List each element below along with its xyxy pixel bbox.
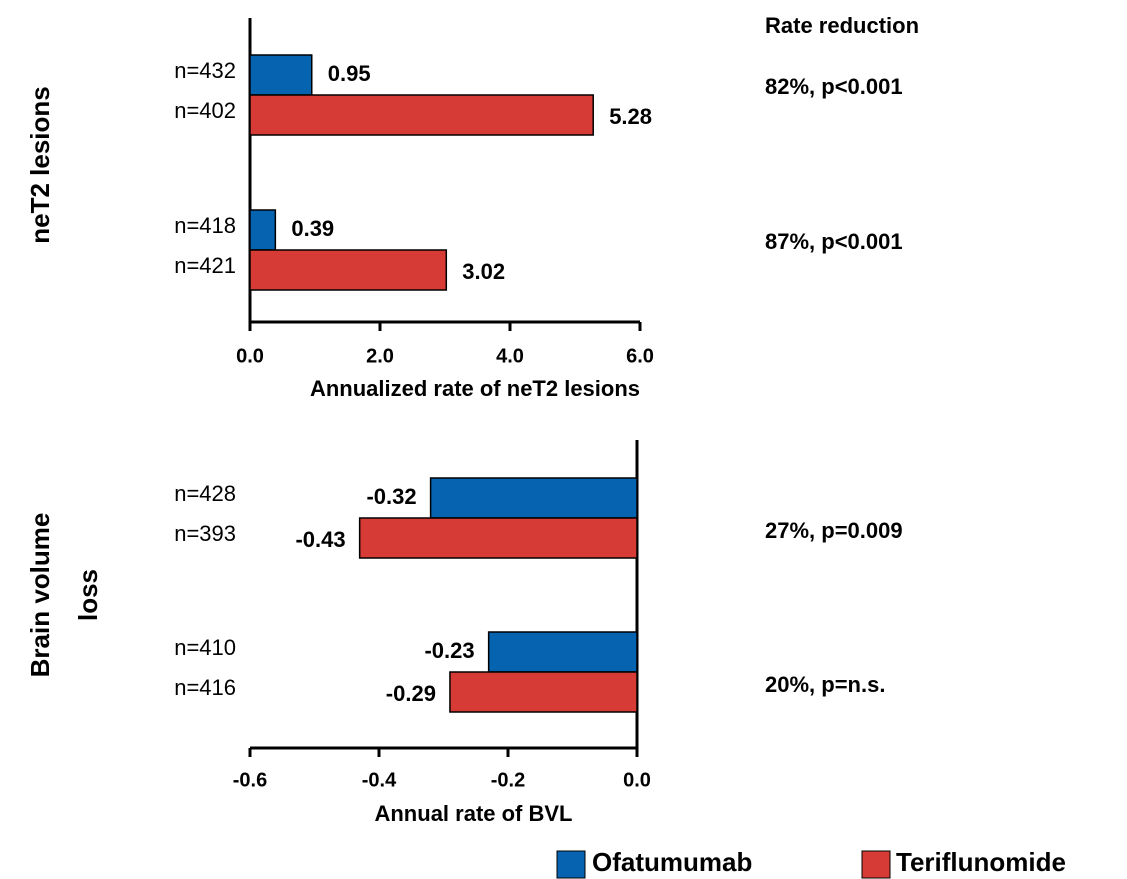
legend-label: Ofatumumab	[592, 847, 752, 877]
x-tick-label: 6.0	[626, 345, 654, 367]
bar	[449, 671, 638, 713]
bar	[249, 209, 277, 251]
n-label: n=410	[174, 635, 236, 660]
value-label: 0.95	[328, 61, 371, 86]
annotation: 20%, p=n.s.	[765, 672, 885, 697]
y-axis-label: Brain volume loss	[25, 512, 103, 678]
x-tick-label: -0.6	[233, 769, 267, 791]
x-tick-label: 4.0	[496, 345, 524, 367]
n-label: n=418	[174, 213, 236, 238]
x-axis-label: Annual rate of BVL	[374, 801, 572, 826]
value-label: -0.43	[295, 527, 345, 552]
x-tick-label: -0.4	[362, 769, 397, 791]
bar	[487, 631, 638, 673]
legend-swatch	[861, 850, 891, 879]
value-label: -0.23	[424, 638, 474, 663]
value-label: -0.32	[366, 484, 416, 509]
bar	[429, 477, 638, 519]
y-axis-label: neT2 lesions	[25, 86, 55, 244]
value-label: 5.28	[609, 104, 652, 129]
value-label: 3.02	[462, 259, 505, 284]
x-axis-label: Annualized rate of neT2 lesions	[310, 376, 640, 401]
n-label: n=402	[174, 98, 236, 123]
legend-swatch	[556, 850, 586, 879]
annotation: 27%, p=0.009	[765, 518, 903, 543]
n-label: n=432	[174, 58, 236, 83]
bar	[249, 54, 313, 96]
bar	[358, 517, 638, 559]
n-label: n=428	[174, 481, 236, 506]
x-tick-label: 0.0	[623, 769, 651, 791]
annotation: 87%, p<0.001	[765, 229, 903, 254]
n-label: n=393	[174, 521, 236, 546]
x-tick-label: 0.0	[236, 345, 264, 367]
x-tick-label: -0.2	[491, 769, 525, 791]
annotation: 82%, p<0.001	[765, 74, 903, 99]
n-label: n=416	[174, 675, 236, 700]
legend-label: Teriflunomide	[896, 847, 1066, 877]
header: Rate reduction	[765, 13, 919, 38]
n-label: n=421	[174, 253, 236, 278]
bar	[249, 94, 594, 136]
value-label: -0.29	[386, 681, 436, 706]
bar	[249, 249, 448, 291]
value-label: 0.39	[291, 216, 334, 241]
x-tick-label: 2.0	[366, 345, 394, 367]
